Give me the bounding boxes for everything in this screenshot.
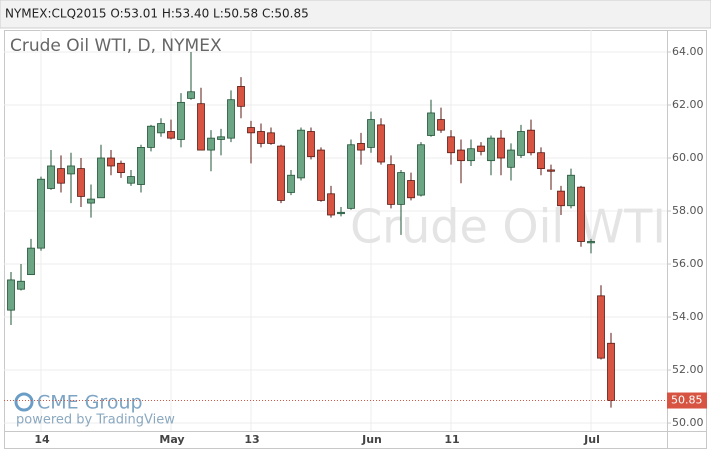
candle-body bbox=[327, 193, 335, 216]
candle-body bbox=[437, 119, 445, 131]
x-tick-label: 14 bbox=[34, 433, 50, 446]
logo: CME Group bbox=[37, 392, 143, 414]
candle-body bbox=[287, 174, 295, 193]
y-tick-label: 60.00 bbox=[672, 151, 704, 164]
candle-body bbox=[487, 137, 495, 162]
candle-body bbox=[607, 342, 615, 401]
candle-body bbox=[207, 137, 215, 151]
candle-body bbox=[107, 157, 115, 167]
candle-body bbox=[297, 129, 305, 179]
last-price-tag bbox=[667, 392, 707, 409]
candle-body bbox=[457, 149, 465, 162]
chart-title: Crude Oil WTI, D, NYMEX bbox=[10, 36, 222, 56]
candle-body bbox=[367, 119, 375, 148]
candle-body bbox=[317, 149, 325, 201]
candle-body bbox=[417, 144, 425, 196]
candle-body bbox=[547, 169, 555, 172]
candle-body bbox=[587, 241, 595, 244]
candle-body bbox=[137, 147, 145, 185]
candle-body bbox=[427, 112, 435, 136]
candle-body bbox=[37, 178, 45, 249]
candle-body bbox=[267, 132, 275, 144]
y-tick-label: 58.00 bbox=[672, 204, 704, 217]
candle-body bbox=[387, 164, 395, 205]
candle-body bbox=[537, 152, 545, 170]
candle-body bbox=[117, 162, 125, 173]
candle-body bbox=[197, 103, 205, 151]
candle-body bbox=[467, 148, 475, 162]
candle-body bbox=[17, 280, 25, 290]
candle-body bbox=[377, 124, 385, 163]
candle-body bbox=[597, 295, 605, 359]
watermark: Crude Oil WTI bbox=[350, 200, 666, 254]
candle-body bbox=[517, 131, 525, 156]
candle-body bbox=[567, 174, 575, 207]
x-tick-label: 13 bbox=[244, 433, 259, 446]
candle-body bbox=[97, 157, 105, 199]
y-tick-label: 50.00 bbox=[672, 416, 704, 429]
y-tick-label: 54.00 bbox=[672, 310, 704, 323]
candle-body bbox=[57, 168, 65, 184]
candle-body bbox=[87, 198, 95, 204]
y-tick-label: 62.00 bbox=[672, 98, 704, 111]
x-tick-label: Jul bbox=[583, 433, 600, 446]
candle-body bbox=[497, 137, 505, 159]
candle-body bbox=[527, 129, 535, 154]
logo-icon bbox=[14, 392, 34, 412]
candle-body bbox=[407, 180, 415, 199]
candle-body bbox=[347, 144, 355, 209]
candle-body bbox=[167, 131, 175, 139]
chart-frame bbox=[4, 30, 707, 449]
candle-body bbox=[177, 101, 185, 140]
candle-body bbox=[307, 131, 315, 158]
last-price-label: 50.85 bbox=[671, 394, 703, 407]
candle-body bbox=[67, 165, 75, 175]
header-bar bbox=[0, 0, 711, 29]
candle-body bbox=[397, 172, 405, 205]
y-tick-label: 52.00 bbox=[672, 363, 704, 376]
candle-body bbox=[337, 211, 345, 215]
candle-body bbox=[507, 149, 515, 168]
candle-body bbox=[187, 91, 195, 99]
candle-body bbox=[157, 123, 165, 134]
candle-body bbox=[557, 190, 565, 207]
candle-body bbox=[47, 165, 55, 189]
y-tick-label: 64.00 bbox=[672, 45, 704, 58]
x-tick-label: 11 bbox=[444, 433, 459, 446]
candle-body bbox=[27, 247, 35, 276]
candle-body bbox=[277, 145, 285, 201]
candle-body bbox=[127, 176, 135, 184]
powered-by: powered by TradingView bbox=[16, 413, 175, 428]
candle-body bbox=[247, 127, 255, 134]
header-text: NYMEX:CLQ2015 O:53.01 H:53.40 L:50.58 C:… bbox=[5, 7, 309, 21]
candle-body bbox=[477, 145, 485, 152]
candle-body bbox=[217, 136, 225, 140]
candle-body bbox=[257, 131, 265, 144]
candle-body bbox=[147, 125, 155, 148]
candle-body bbox=[77, 168, 85, 197]
candle-body bbox=[7, 279, 15, 311]
x-tick-label: May bbox=[159, 433, 184, 446]
candle-body bbox=[577, 186, 585, 242]
candle-body bbox=[357, 143, 365, 151]
candle-body bbox=[227, 99, 235, 139]
candle-body bbox=[447, 136, 455, 154]
candle-body bbox=[237, 86, 245, 107]
x-tick-label: Jun bbox=[361, 433, 382, 446]
y-tick-label: 56.00 bbox=[672, 257, 704, 270]
